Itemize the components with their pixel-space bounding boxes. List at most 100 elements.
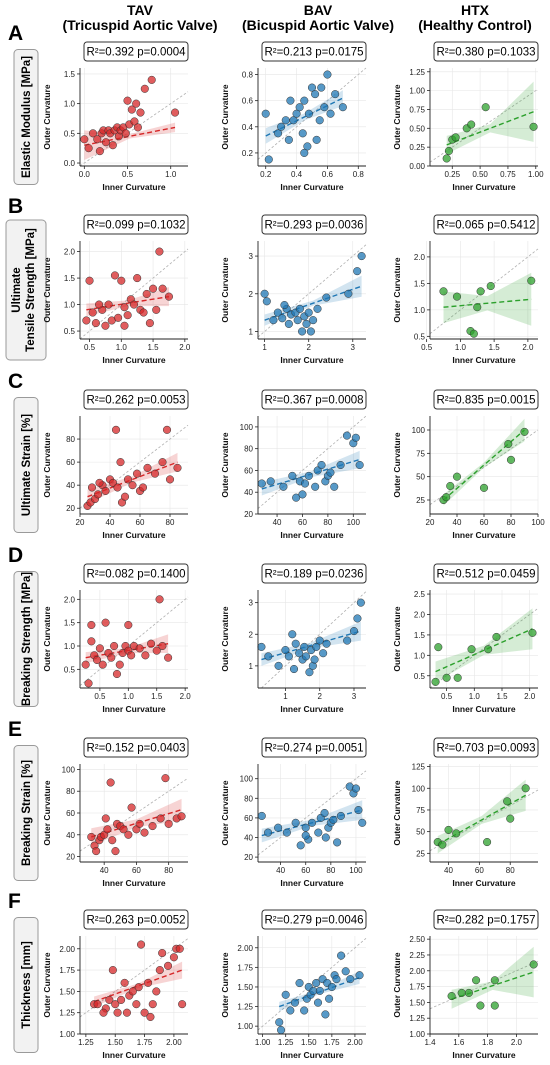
x-axis-label: Inner Curvature xyxy=(452,355,516,365)
x-axis-label: Inner Curvature xyxy=(452,704,516,714)
data-point xyxy=(281,646,290,655)
data-point xyxy=(98,660,107,669)
x-tick-label: 1 xyxy=(283,692,288,701)
x-tick-label: 0.4 xyxy=(291,170,303,179)
x-tick-label: 1.00 xyxy=(528,170,544,179)
data-point xyxy=(357,252,366,261)
stat-box xyxy=(261,214,367,235)
data-point xyxy=(87,832,96,842)
data-point xyxy=(135,819,144,828)
data-point xyxy=(315,116,324,125)
data-point xyxy=(85,276,94,285)
data-point xyxy=(310,655,319,664)
data-point xyxy=(284,652,293,661)
identity-line xyxy=(257,415,367,509)
y-tick-label: 0.5 xyxy=(64,327,76,336)
y-tick-label: 60 xyxy=(244,814,253,823)
column-title: BAV xyxy=(304,2,333,18)
data-point xyxy=(139,308,148,317)
x-tick-label: 80 xyxy=(507,518,516,527)
data-point xyxy=(84,144,93,153)
x-tick-label: 60 xyxy=(475,866,484,875)
y-tick-label: 2.00 xyxy=(237,944,253,953)
stat-label: R²=0.274 p=0.0051 xyxy=(264,743,363,755)
data-point xyxy=(144,978,153,987)
data-point xyxy=(95,644,104,653)
data-point xyxy=(140,84,149,93)
y-tick-label: 3 xyxy=(249,252,254,261)
y-tick-label: 60 xyxy=(244,466,253,475)
chart-panel: 1.4 1.6 1.8 2.0 1.00 1.25 1.50 1.75 2.00 2.25 2.50… xyxy=(392,909,539,1060)
data-point xyxy=(529,960,538,969)
data-point xyxy=(331,90,340,99)
row-label-box xyxy=(13,49,39,185)
y-axis-label: Outer Curvature xyxy=(392,84,402,149)
data-point xyxy=(344,289,353,298)
data-point xyxy=(351,784,361,793)
regression-line xyxy=(265,97,344,137)
y-tick-label: 1.50 xyxy=(237,983,253,992)
chart-panel: 40 60 80 20 40 60 80 100 Inner Curvature Outer Cu… xyxy=(42,737,189,888)
data-point xyxy=(110,271,119,280)
x-tick-label: 1.0 xyxy=(469,692,481,701)
stat-box xyxy=(83,909,189,930)
data-point xyxy=(442,493,451,502)
row-label: Ultimate Tensile Strength [MPa] xyxy=(5,219,47,361)
y-tick-label: 1.00 xyxy=(59,1030,75,1039)
x-tick-label: 80 xyxy=(506,866,515,875)
data-point xyxy=(333,838,342,847)
y-tick-label: 3 xyxy=(249,599,254,608)
data-point xyxy=(446,481,455,491)
data-point xyxy=(111,1000,120,1009)
data-point xyxy=(117,995,126,1004)
data-point xyxy=(506,455,516,464)
identity-line xyxy=(79,91,189,167)
x-tick-label: 40 xyxy=(453,518,462,527)
y-tick-label: 0.5 xyxy=(64,665,76,674)
data-point xyxy=(279,482,288,491)
data-point xyxy=(156,814,165,823)
stat-box xyxy=(433,737,539,758)
identity-line xyxy=(429,429,539,505)
x-tick-label: 1.0 xyxy=(455,343,467,352)
data-point xyxy=(91,319,100,328)
y-tick-label: 20 xyxy=(244,853,253,862)
x-tick-label: 1.0 xyxy=(116,343,128,352)
y-tick-label: 1.0 xyxy=(64,642,76,651)
chart-panel: 1.00 1.25 1.50 1.75 2.00 1.00 1.25 1.50 1.75 2.00… xyxy=(220,909,367,1060)
data-point xyxy=(444,146,453,155)
data-point xyxy=(129,300,139,309)
data-point xyxy=(302,319,311,328)
row-label-text: Thickness [mm] xyxy=(21,941,33,1029)
y-tick-label: 1.5 xyxy=(414,279,426,288)
stat-label: R²=0.380 p=0.1033 xyxy=(436,47,535,59)
data-point xyxy=(158,641,167,651)
y-tick-label: 1.50 xyxy=(59,987,75,996)
column-title: (Tricuspid Aortic Valve) xyxy=(62,17,217,33)
y-axis-label: Outer Curvature xyxy=(392,606,402,671)
x-tick-label: 1.0 xyxy=(123,692,135,701)
data-point xyxy=(457,988,466,997)
chart-panel: 0.5 1.0 1.5 2.0 0.5 1.0 1.5 2.0 Inner Curvature O… xyxy=(42,563,191,714)
data-point xyxy=(464,988,473,997)
y-axis-label: Outer Curvature xyxy=(392,257,402,322)
data-point xyxy=(290,998,299,1007)
data-point xyxy=(263,828,273,837)
chart-panel: 1 2 3 1 2 3 Inner Curvature Outer Curvature R²=0… xyxy=(220,563,367,714)
data-point xyxy=(152,305,161,314)
data-point xyxy=(317,460,326,470)
data-point xyxy=(165,475,175,484)
data-point xyxy=(330,482,339,491)
x-tick-label: 3 xyxy=(351,343,356,352)
data-point xyxy=(128,987,137,996)
y-tick-label: 1.25 xyxy=(409,68,425,77)
row-label: Thickness [mm] xyxy=(13,917,39,1053)
row-label-box xyxy=(13,571,39,707)
data-point xyxy=(326,109,335,118)
data-point xyxy=(140,828,149,837)
row-label-text: Ultimate Strain [%] xyxy=(21,414,33,516)
data-point xyxy=(120,303,129,312)
data-point xyxy=(306,327,315,336)
data-point xyxy=(452,472,462,481)
y-tick-label: 1.0 xyxy=(414,306,426,315)
